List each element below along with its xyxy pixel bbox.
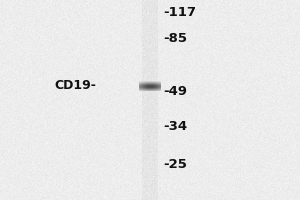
Text: -25: -25 xyxy=(164,158,188,170)
Text: -49: -49 xyxy=(164,85,188,98)
Text: -117: -117 xyxy=(164,6,196,20)
Text: -34: -34 xyxy=(164,120,188,134)
Text: CD19-: CD19- xyxy=(54,79,96,92)
Text: -85: -85 xyxy=(164,32,188,46)
